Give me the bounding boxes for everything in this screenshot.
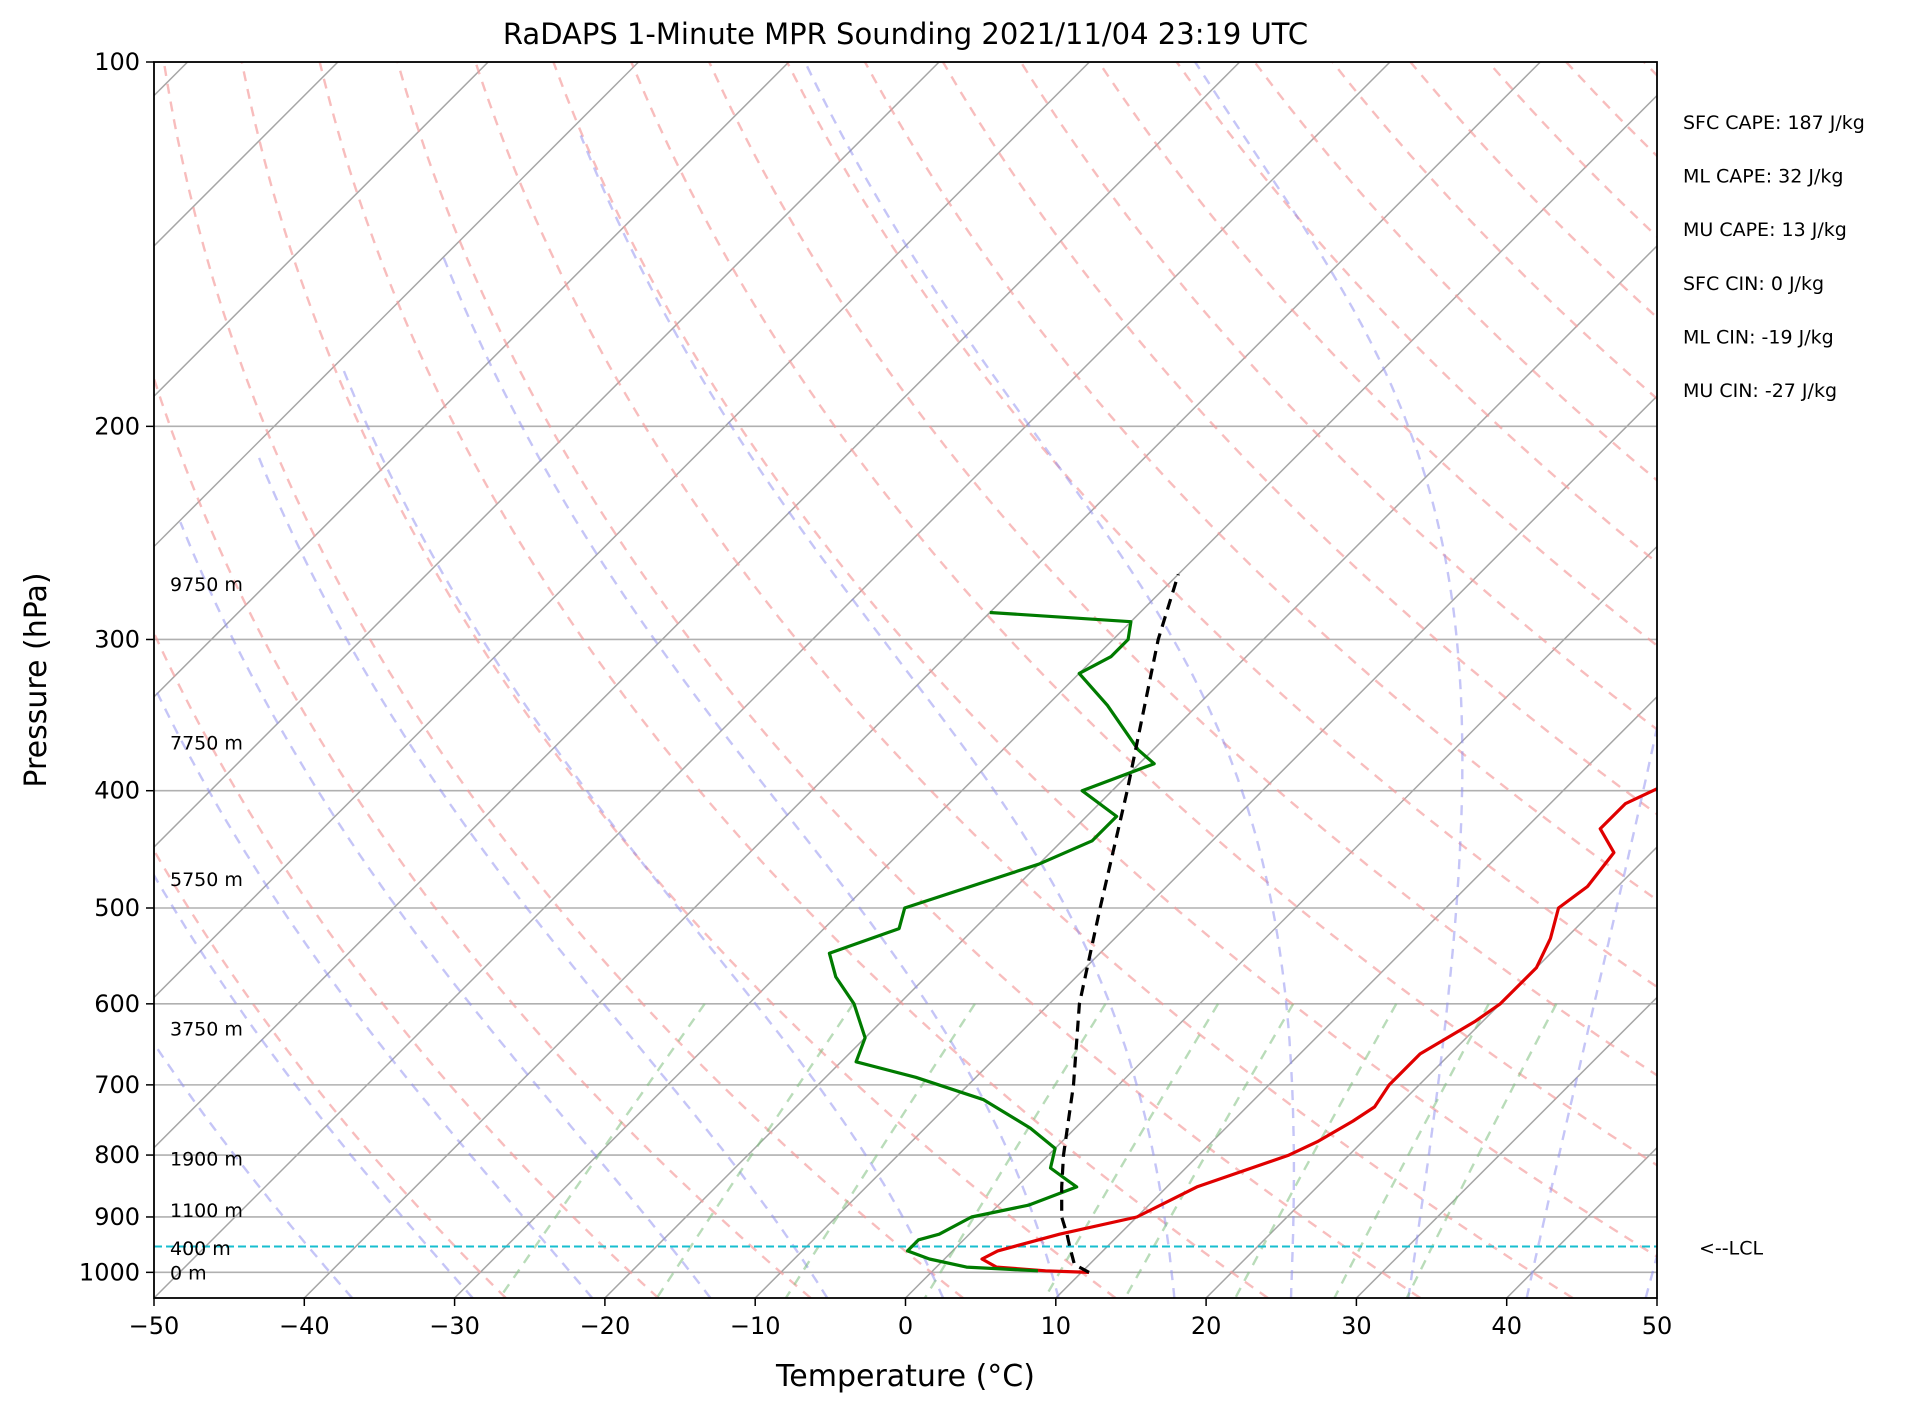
dry-adiabat-line [242, 62, 1116, 1298]
moist-adiabat-line [805, 62, 1294, 1298]
dry-adiabat-line [787, 62, 1911, 1298]
x-tick-label: −30 [429, 1312, 480, 1340]
moist-adiabat-line [1527, 62, 1728, 1298]
y-tick-label: 800 [94, 1141, 140, 1169]
temperature-line [982, 574, 1892, 1272]
moist-adiabat-line [1195, 62, 1462, 1298]
isotherm-line [0, 62, 939, 1298]
dry-adiabat-line [0, 62, 506, 1298]
stat-text: ML CIN: -19 J/kg [1683, 326, 1834, 348]
dry-adiabat-line [1333, 62, 1911, 1298]
y-tick-label: 200 [94, 412, 140, 440]
mixing-ratio-line [1235, 1004, 1396, 1298]
dry-adiabat-line [1644, 62, 1911, 1298]
isotherm-line [0, 62, 789, 1298]
isotherm-line [605, 62, 1841, 1298]
stat-text: MU CAPE: 13 J/kg [1683, 219, 1847, 241]
isotherm-line [0, 62, 639, 1298]
x-tick-label: −50 [129, 1312, 180, 1340]
isotherm-line [755, 62, 1911, 1298]
dry-adiabat-line [1800, 62, 1911, 1298]
lcl-label: <--LCL [1699, 1237, 1763, 1259]
isotherm-line [1056, 62, 1911, 1298]
isotherm-line [1356, 62, 1911, 1298]
isotherm-line [1657, 62, 1911, 1298]
x-tick-label: 0 [898, 1312, 913, 1340]
dry-adiabat-line [164, 62, 963, 1298]
x-tick-label: −10 [730, 1312, 781, 1340]
chart-title: RaDAPS 1-Minute MPR Sounding 2021/11/04 … [503, 17, 1308, 51]
isotherm-line [154, 62, 1390, 1298]
height-label: 5750 m [170, 869, 243, 891]
height-label: 3750 m [170, 1019, 243, 1041]
x-tick-label: −40 [279, 1312, 330, 1340]
mixing-ratio-line [1125, 1004, 1293, 1298]
dry-adiabat-line [553, 62, 1725, 1298]
y-tick-label: 600 [94, 990, 140, 1018]
dry-adiabat-line [631, 62, 1877, 1298]
moist-adiabat-line [46, 657, 473, 1298]
height-label: 1900 m [170, 1148, 243, 1170]
height-label: 7750 m [170, 733, 243, 755]
moist-adiabat-line [113, 594, 592, 1298]
isotherm-line [1507, 62, 1911, 1298]
height-label: 9750 m [170, 574, 243, 596]
isotherm-line [455, 62, 1691, 1298]
y-tick-label: 100 [94, 48, 140, 76]
moist-adiabat-line [344, 371, 943, 1298]
x-axis-label: Temperature (°C) [775, 1359, 1035, 1394]
isotherm-line [1206, 62, 1911, 1298]
isotherm-line [1807, 62, 1911, 1298]
dry-adiabat-line [709, 62, 1911, 1298]
stat-text: ML CAPE: 32 J/kg [1683, 166, 1843, 188]
isotherm-line [304, 62, 1540, 1298]
y-tick-label: 400 [94, 777, 140, 805]
sounding-series [829, 574, 1892, 1272]
isotherm-line [0, 62, 488, 1298]
y-tick-label: 300 [94, 625, 140, 653]
isotherm-line [906, 62, 1911, 1298]
isotherm-line [0, 62, 1089, 1298]
x-tick-label: 30 [1341, 1312, 1372, 1340]
parcel-path-line [1062, 574, 1179, 1272]
dry-adiabat-line [865, 62, 1911, 1298]
dry-adiabat-line [1566, 62, 1911, 1298]
mixing-ratio-line [1334, 1004, 1488, 1298]
moist-adiabat-line [581, 136, 1175, 1299]
moist-adiabat-line [444, 257, 1059, 1298]
stat-text: SFC CAPE: 187 J/kg [1683, 112, 1865, 134]
background-lines [0, 62, 1911, 1298]
mixing-ratio-line [657, 1004, 853, 1298]
y-tick-label: 1000 [79, 1258, 140, 1286]
dry-adiabat-line [943, 62, 1911, 1298]
height-label: 0 m [170, 1262, 207, 1284]
y-tick-label: 500 [94, 894, 140, 922]
dry-adiabat-line [1722, 62, 1911, 1298]
dry-adiabat-line [1177, 62, 1911, 1298]
moist-adiabat-line [1646, 62, 1911, 1298]
x-tick-label: 20 [1191, 1312, 1222, 1340]
dry-adiabat-line [1488, 62, 1911, 1298]
isotherm-line [4, 62, 1240, 1298]
stat-text: SFC CIN: 0 J/kg [1683, 273, 1824, 295]
x-tick-label: 50 [1642, 1312, 1673, 1340]
height-label: 400 m [170, 1238, 231, 1260]
stat-text: MU CIN: -27 J/kg [1683, 380, 1837, 402]
y-axis-label: Pressure (hPa) [19, 572, 54, 787]
x-tick-label: 40 [1491, 1312, 1522, 1340]
x-tick-label: 10 [1041, 1312, 1072, 1340]
moist-adiabat-line [180, 522, 710, 1298]
dewpoint-line [829, 613, 1154, 1271]
y-tick-label: 900 [94, 1203, 140, 1231]
y-tick-label: 700 [94, 1071, 140, 1099]
dry-adiabat-line [86, 62, 811, 1298]
x-tick-label: −20 [580, 1312, 631, 1340]
mixing-ratio-line [786, 1004, 975, 1298]
height-label: 1100 m [170, 1200, 243, 1222]
dry-adiabat-line [1878, 62, 1911, 1298]
